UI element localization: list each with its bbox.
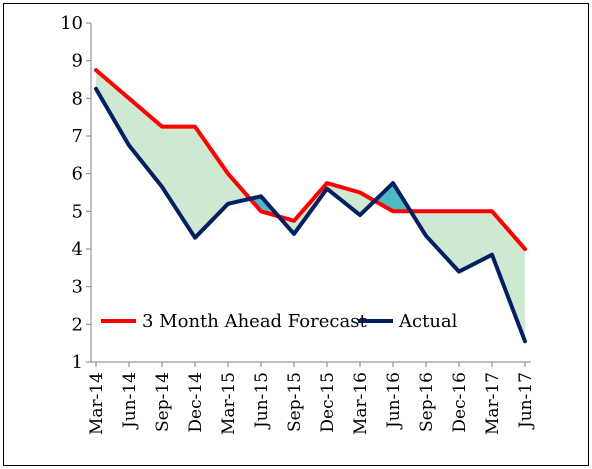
y-axis-ticks: 1 2 3 4 5 6 7 8 9 10 xyxy=(60,13,91,373)
x-tick-label: Mar-16 xyxy=(351,372,371,435)
y-tick-label: 6 xyxy=(72,164,83,185)
actual-point xyxy=(127,143,131,148)
actual-point xyxy=(193,236,197,240)
x-axis-ticks: Mar-14 Jun-14 Sep-14 Dec-14 Mar-15 Jun-15 Sep-… xyxy=(87,362,536,435)
actual-point xyxy=(325,187,329,191)
x-tick-label: Mar-14 xyxy=(87,372,107,435)
forecast-point xyxy=(193,124,197,129)
y-tick-label: 4 xyxy=(72,239,83,260)
forecast-point xyxy=(259,209,263,213)
y-tick-label: 10 xyxy=(60,13,83,34)
forecast-point xyxy=(424,209,428,213)
x-tick-label: Dec-15 xyxy=(318,372,338,433)
actual-point xyxy=(226,202,230,206)
y-tick-label: 2 xyxy=(72,314,83,335)
x-tick-label: Mar-15 xyxy=(219,372,239,435)
fill-forecast-above-actual xyxy=(492,211,525,342)
x-tick-label: Sep-14 xyxy=(153,372,173,432)
x-tick-label: Dec-16 xyxy=(450,372,470,433)
x-tick-label: Mar-17 xyxy=(483,372,503,435)
difference-area xyxy=(96,70,525,342)
actual-point xyxy=(94,87,98,91)
x-tick-label: Sep-16 xyxy=(417,372,437,432)
forecast-point xyxy=(94,68,98,72)
forecast-point xyxy=(457,209,461,213)
forecast-point xyxy=(160,124,164,129)
y-tick-label: 7 xyxy=(72,126,83,147)
y-tick-label: 9 xyxy=(72,51,83,72)
forecast-point xyxy=(490,209,494,213)
legend: 3 Month Ahead Forecast Actual xyxy=(98,306,470,334)
legend-background xyxy=(98,306,470,334)
actual-point xyxy=(523,339,527,343)
x-tick-label: Jun-17 xyxy=(516,372,536,430)
fill-forecast-above-actual xyxy=(162,126,195,238)
x-tick-label: Dec-14 xyxy=(186,372,206,433)
x-tick-label: Jun-16 xyxy=(384,372,404,430)
actual-line xyxy=(94,86,527,344)
axes xyxy=(90,23,531,363)
actual-point xyxy=(490,253,494,257)
y-tick-label: 5 xyxy=(72,201,83,222)
forecast-line xyxy=(94,68,527,251)
actual-point xyxy=(358,213,362,217)
legend-label-forecast: 3 Month Ahead Forecast xyxy=(142,311,367,332)
forecast-point xyxy=(127,96,131,100)
series-lines xyxy=(94,68,527,344)
chart-frame: 1 2 3 4 5 6 7 8 9 10 Mar-14 Jun-14 Sep-14 Dec-14 Mar-… xyxy=(3,3,589,466)
fill-forecast-above-actual xyxy=(96,70,129,146)
actual-point xyxy=(160,185,164,189)
forecast-point xyxy=(391,209,395,213)
actual-point xyxy=(259,194,263,198)
x-tick-label: Sep-15 xyxy=(285,372,305,432)
actual-point xyxy=(391,181,395,185)
legend-label-actual: Actual xyxy=(398,311,458,332)
forecast-point xyxy=(325,181,329,185)
actual-point xyxy=(457,270,461,274)
forecast-point xyxy=(292,219,296,223)
fill-forecast-above-actual xyxy=(426,211,459,272)
actual-point xyxy=(424,234,428,238)
y-tick-label: 8 xyxy=(72,88,83,109)
forecast-point xyxy=(226,172,230,176)
forecast-point xyxy=(358,190,362,195)
forecast-point xyxy=(523,247,527,251)
x-tick-label: Jun-14 xyxy=(120,372,140,430)
fill-forecast-above-actual xyxy=(459,211,492,272)
y-tick-label: 3 xyxy=(72,277,83,298)
x-tick-label: Jun-15 xyxy=(252,372,272,430)
actual-point xyxy=(292,232,296,236)
y-tick-label: 1 xyxy=(72,352,83,373)
